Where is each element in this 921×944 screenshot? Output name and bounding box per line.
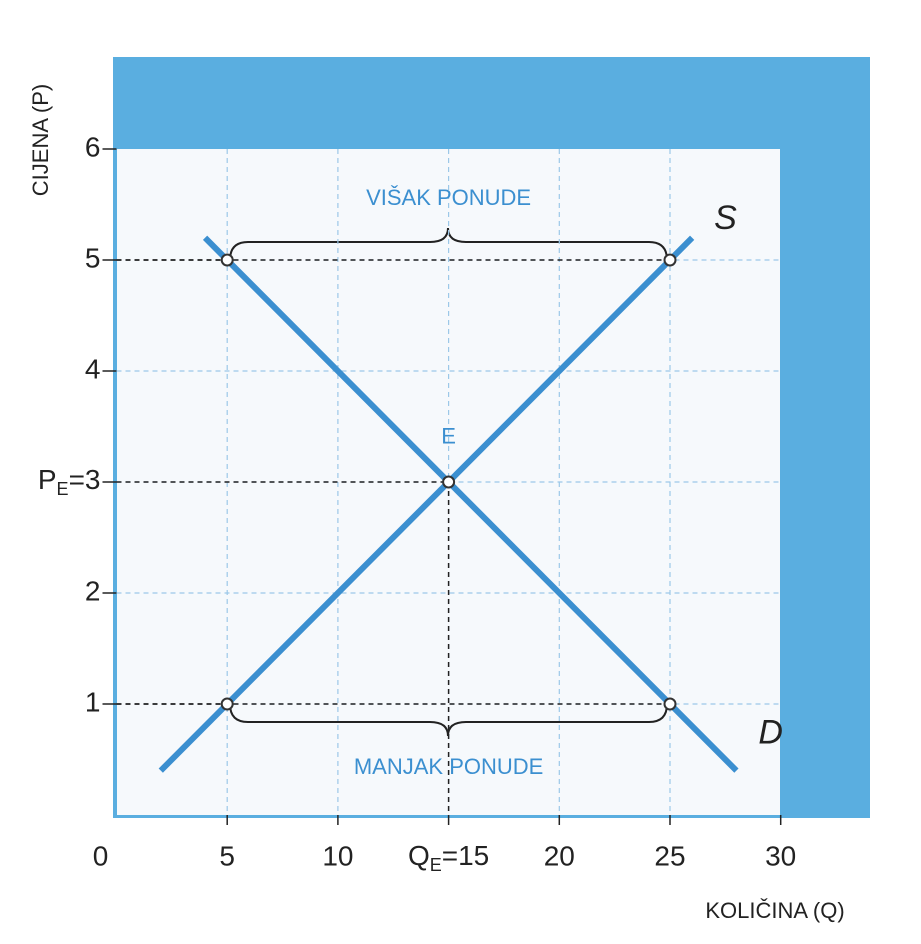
y-axis-label: CIJENA (P) [28, 84, 53, 196]
x-tick-label: 0 [93, 840, 109, 871]
x-axis-label: KOLIČINA (Q) [705, 898, 844, 923]
y-tick-label: 6 [85, 131, 101, 162]
brace-surplus [229, 227, 668, 261]
series-label: D [758, 714, 783, 752]
x-tick-label: 20 [544, 840, 575, 871]
annotation: MANJAK PONUDE [354, 754, 543, 779]
annotation: E [441, 423, 456, 448]
y-tick-label: 5 [85, 242, 101, 273]
line [202, 235, 739, 773]
x-tick-label: 30 [765, 840, 796, 871]
line [158, 235, 695, 773]
point [663, 697, 677, 711]
annotation: VIŠAK PONUDE [366, 185, 531, 210]
y-tick-label: PE=3 [38, 464, 101, 498]
point [442, 475, 456, 489]
y-tick-label: 1 [85, 686, 101, 717]
x-tick-label: 10 [322, 840, 353, 871]
y-tick-label: 2 [85, 575, 101, 606]
point [663, 253, 677, 267]
point [220, 253, 234, 267]
x-tick-label: QE=15 [408, 840, 489, 874]
series-label: S [714, 199, 737, 237]
point [220, 697, 234, 711]
x-tick-label: 25 [654, 840, 685, 871]
y-tick-label: 4 [85, 353, 101, 384]
x-tick-label: 5 [219, 840, 235, 871]
